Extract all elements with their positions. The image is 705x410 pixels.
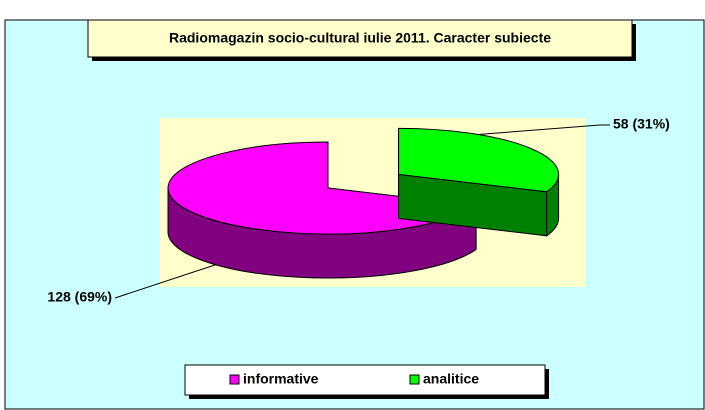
leader-line xyxy=(478,124,610,135)
legend-box xyxy=(184,364,546,396)
legend-label: informative xyxy=(243,371,319,387)
slice xyxy=(398,127,560,193)
title-box xyxy=(87,19,633,58)
legend-swatch xyxy=(229,374,240,385)
leader-line xyxy=(114,264,216,299)
legend-swatch xyxy=(409,374,420,385)
chart-title: Radiomagazin socio-cultural iulie 2011. … xyxy=(169,30,551,46)
data-label: 128 (69%) xyxy=(47,289,112,305)
legend-label: analitice xyxy=(423,371,479,387)
data-label: 58 (31%) xyxy=(613,116,670,132)
